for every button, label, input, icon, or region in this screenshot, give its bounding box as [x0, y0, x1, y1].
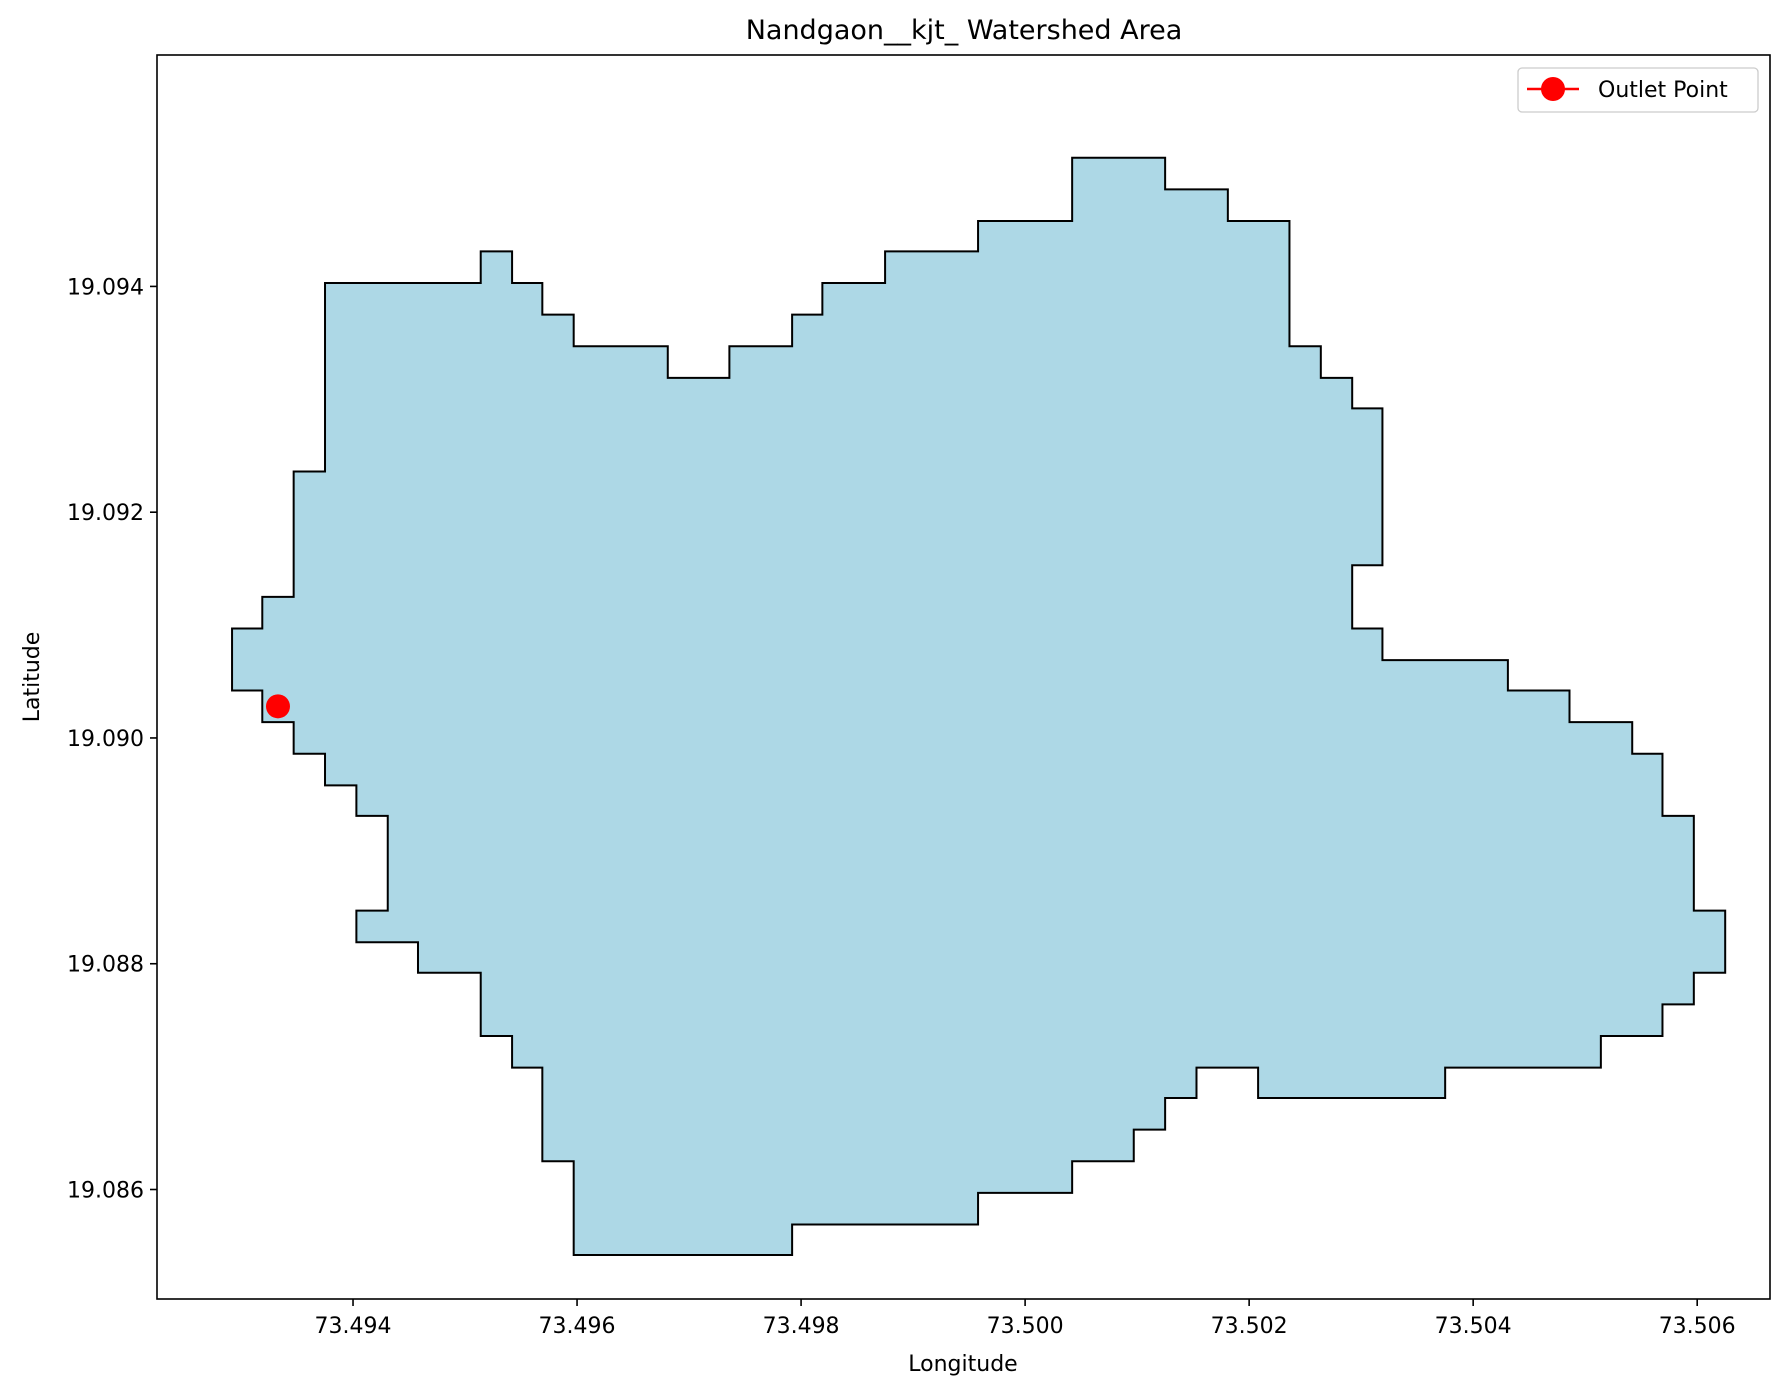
- watershed-polygon: [231, 156, 1727, 1256]
- y-tick-label: 19.088: [67, 953, 144, 978]
- legend-label-outlet-point: Outlet Point: [1598, 78, 1728, 103]
- y-tick-label: 19.094: [67, 275, 144, 300]
- x-tick-label: 73.494: [315, 1314, 392, 1339]
- x-axis: 73.494 73.496 73.498 73.500 73.502 73.504 73.5…: [315, 1299, 1736, 1339]
- chart-title: Nandgaon__kjt_ Watershed Area: [746, 15, 1183, 46]
- x-axis-label: Longitude: [908, 1352, 1017, 1377]
- y-tick-label: 19.086: [67, 1179, 144, 1204]
- x-tick-label: 73.506: [1659, 1314, 1736, 1339]
- y-axis-label: Latitude: [20, 632, 45, 723]
- y-tick-label: 19.090: [67, 727, 144, 752]
- x-tick-label: 73.500: [987, 1314, 1064, 1339]
- plot-area: [231, 156, 1727, 1256]
- legend-box: [1517, 67, 1759, 113]
- y-tick-label: 19.092: [67, 501, 144, 526]
- y-axis: 19.086 19.088 19.090 19.092 19.094: [67, 275, 157, 1204]
- outlet-point-marker: [265, 694, 290, 719]
- legend: Outlet Point: [1517, 67, 1759, 113]
- axes-frame: [156, 54, 1771, 1300]
- x-tick-label: 73.504: [1435, 1314, 1512, 1339]
- legend-outlet-marker: [1541, 77, 1565, 101]
- x-tick-label: 73.502: [1211, 1314, 1288, 1339]
- x-tick-label: 73.496: [539, 1314, 616, 1339]
- x-tick-label: 73.498: [763, 1314, 840, 1339]
